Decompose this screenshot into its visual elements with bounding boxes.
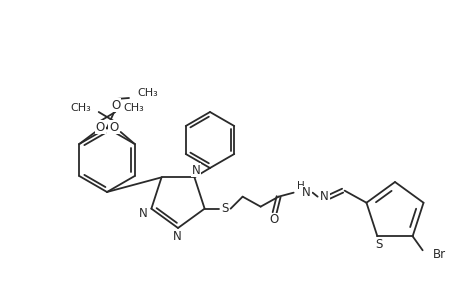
Text: S: S (375, 238, 382, 251)
Text: O: O (109, 121, 118, 134)
Text: S: S (220, 202, 228, 215)
Text: Br: Br (432, 248, 445, 261)
Text: O: O (111, 98, 120, 112)
Text: N: N (302, 186, 310, 199)
Text: CH₃: CH₃ (137, 88, 157, 98)
Text: CH₃: CH₃ (70, 103, 90, 113)
Text: N: N (319, 190, 328, 203)
Text: N: N (172, 230, 181, 242)
Text: CH₃: CH₃ (123, 103, 144, 113)
Text: N: N (139, 207, 147, 220)
Text: N: N (192, 164, 201, 177)
Text: O: O (95, 121, 105, 134)
Text: H: H (296, 181, 304, 191)
Text: O: O (269, 213, 278, 226)
